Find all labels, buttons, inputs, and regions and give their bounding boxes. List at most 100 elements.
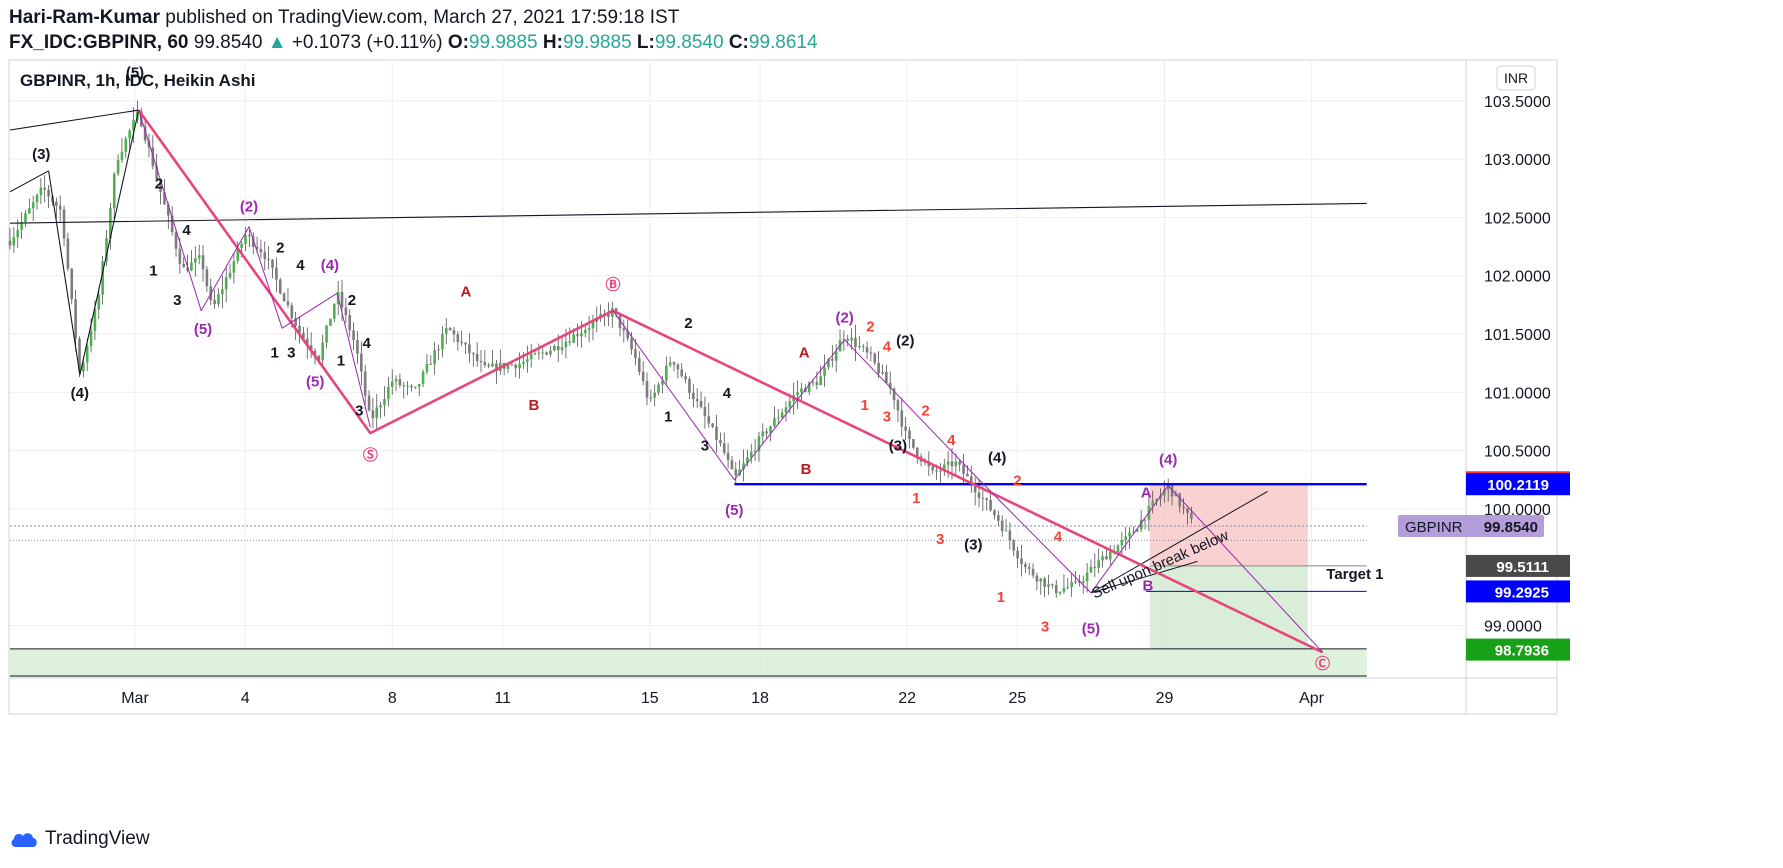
candle-body — [205, 269, 209, 287]
wave-label: 3 — [1041, 618, 1049, 635]
candle-body — [572, 334, 575, 343]
candle-body — [132, 119, 135, 131]
candle-body — [74, 299, 77, 339]
wave-label: (5) — [126, 64, 144, 81]
candle-body — [197, 255, 201, 259]
price-change: +0.1073 (+0.11%) — [291, 32, 443, 53]
wave-label: (4) — [1159, 452, 1177, 469]
candle-body — [1066, 586, 1070, 588]
candle-body — [997, 515, 1000, 521]
support-band — [10, 648, 1367, 678]
low-label: L: — [636, 32, 655, 53]
candle-body — [221, 289, 224, 295]
candle-body — [194, 258, 197, 263]
candle-body — [931, 466, 934, 471]
publish-header: Hari-Ram-Kumar published on TradingView.… — [9, 7, 679, 29]
candle-body — [298, 325, 301, 333]
candle-body — [433, 350, 436, 365]
wave-label: 4 — [1054, 529, 1063, 546]
candle-body — [765, 431, 768, 434]
candle-body — [78, 338, 81, 372]
candle-body — [526, 359, 529, 362]
candle-body — [645, 381, 649, 398]
candle-body — [495, 363, 498, 372]
candle-body — [240, 243, 243, 249]
candle-body — [622, 328, 626, 331]
candle-body — [707, 416, 711, 424]
candle-body — [560, 347, 564, 351]
candle-body — [962, 464, 965, 474]
candle-body — [549, 350, 552, 355]
wave-label: (4) — [71, 385, 89, 402]
x-tick-label: 18 — [751, 690, 769, 707]
candle-body — [425, 363, 429, 372]
sell-channel-lower — [1090, 560, 1198, 594]
candle-body — [1089, 566, 1093, 573]
candle-body — [437, 349, 440, 351]
candle-body — [873, 353, 877, 363]
candle-body — [877, 362, 880, 374]
candle-body — [89, 331, 93, 347]
wave-label: 1 — [997, 589, 1005, 606]
candle-body — [1062, 587, 1066, 592]
wave-label: 1 — [149, 263, 157, 280]
candle-body — [939, 470, 942, 472]
candle-body — [607, 314, 610, 317]
wave-label: Ⓢ — [363, 446, 378, 464]
candle-body — [1035, 575, 1039, 582]
candle-body — [672, 362, 676, 365]
candle-body — [1132, 531, 1135, 533]
candle-body — [414, 386, 417, 388]
candle-body — [1159, 495, 1162, 500]
low-value: 99.8540 — [654, 32, 724, 53]
x-tick-label: 11 — [494, 690, 511, 707]
wave-label: (2) — [896, 333, 914, 350]
candle-body — [942, 464, 946, 471]
candle-body — [305, 338, 309, 346]
candle-body — [217, 294, 220, 305]
candle-body — [892, 388, 896, 401]
wave-label: A — [460, 284, 471, 301]
candle-body — [31, 202, 35, 209]
candle-body — [58, 205, 62, 210]
wave-label: B — [1143, 578, 1154, 595]
candle-body — [487, 365, 491, 367]
candle-body — [958, 461, 962, 465]
candle-body — [553, 346, 556, 351]
candle-body — [850, 337, 853, 341]
wave-label: 3 — [173, 292, 181, 309]
candle-body — [722, 443, 726, 453]
author-name[interactable]: Hari-Ram-Kumar — [9, 7, 160, 28]
candle-body — [734, 469, 738, 476]
candle-body — [1135, 529, 1139, 532]
candle-body — [255, 246, 259, 249]
candle-body — [985, 498, 989, 500]
candle-body — [402, 385, 406, 387]
candle-body — [66, 238, 70, 269]
axis-price-label-value: 99.2925 — [1495, 584, 1549, 601]
candle-body — [981, 497, 985, 499]
candle-body — [564, 341, 568, 348]
candle-body — [668, 362, 672, 366]
symbol-price-label-name: GBPINR — [1405, 519, 1463, 536]
candle-body — [263, 252, 267, 259]
candle-body — [977, 492, 981, 498]
candle-body — [969, 476, 973, 485]
candle-body — [591, 321, 595, 329]
footer-brand[interactable]: TradingView — [9, 828, 150, 850]
wave-label: A — [1141, 484, 1152, 501]
candle-body — [201, 255, 205, 270]
wave-label: 3 — [355, 403, 363, 420]
candle-body — [881, 371, 884, 374]
high-value: 99.9885 — [562, 32, 632, 53]
candle-body — [1128, 532, 1131, 537]
candle-body — [908, 430, 911, 440]
candle-body — [680, 369, 684, 377]
candle-body — [228, 272, 232, 278]
candle-body — [1151, 501, 1155, 506]
candle-body — [398, 379, 402, 386]
candle-body — [483, 361, 487, 366]
wave-label: 2 — [1013, 473, 1021, 490]
wave-label: 2 — [921, 403, 929, 420]
